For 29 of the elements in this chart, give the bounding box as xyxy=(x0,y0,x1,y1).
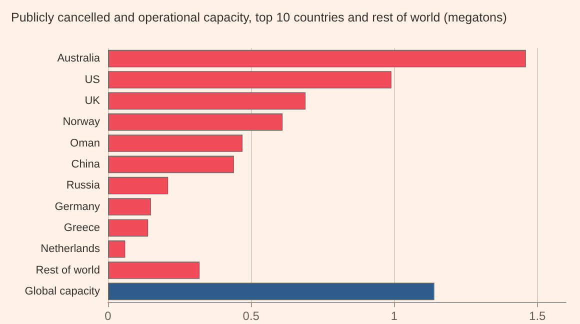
y-tick-label: Greece xyxy=(64,222,100,234)
x-tick-label: 1.5 xyxy=(529,309,546,323)
bar xyxy=(108,113,283,131)
bar xyxy=(108,240,126,258)
bar xyxy=(108,71,392,88)
y-tick-label: Australia xyxy=(57,52,101,65)
bar xyxy=(108,176,168,194)
bar xyxy=(108,282,434,300)
bar xyxy=(108,198,151,216)
y-tick-label: Global capacity xyxy=(24,285,100,298)
chart-title: Publicly cancelled and operational capacity, top 10 countries and rest of world (megatons) xyxy=(11,10,507,24)
bar xyxy=(108,134,243,152)
bar xyxy=(108,92,306,110)
y-tick-label: Germany xyxy=(54,200,100,213)
x-tick-label: 0.5 xyxy=(242,309,260,323)
y-tick-label: UK xyxy=(84,94,101,107)
bar xyxy=(108,219,148,237)
x-tick-label: 0 xyxy=(104,309,112,323)
y-tick-label: Rest of world xyxy=(36,264,100,276)
y-tick-label: Netherlands xyxy=(40,243,100,256)
y-tick-label: Norway xyxy=(62,116,100,128)
y-tick-label: China xyxy=(71,158,101,170)
y-tick-label: Russia xyxy=(66,180,101,192)
bar xyxy=(108,262,200,279)
bar xyxy=(108,156,234,174)
bar xyxy=(108,50,526,68)
y-tick-label: US xyxy=(84,74,100,86)
y-tick-label: Oman xyxy=(70,137,100,150)
x-tick-label: 1 xyxy=(390,309,398,323)
